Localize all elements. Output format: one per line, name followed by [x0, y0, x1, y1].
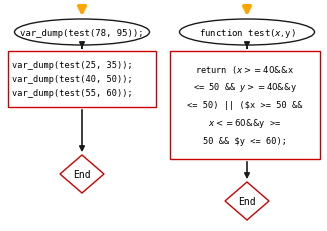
- Text: function test($x, $y): function test($x, $y): [198, 26, 295, 39]
- Ellipse shape: [14, 20, 149, 46]
- Text: var_dump(test(25, 35));: var_dump(test(25, 35));: [12, 61, 133, 70]
- Text: End: End: [238, 196, 256, 206]
- Text: 50 && $y <= 60);: 50 && $y <= 60);: [203, 137, 287, 146]
- Polygon shape: [225, 182, 269, 220]
- Text: var_dump(test(40, 50));: var_dump(test(40, 50));: [12, 75, 133, 84]
- Text: <= 50 && $y >= 40 && $y: <= 50 && $y >= 40 && $y: [193, 81, 297, 94]
- Bar: [8, 52, 156, 108]
- Polygon shape: [60, 155, 104, 193]
- Text: $x <= 60 && $y >=: $x <= 60 && $y >=: [208, 117, 282, 130]
- Bar: [170, 52, 320, 159]
- Ellipse shape: [180, 20, 315, 46]
- Text: End: End: [73, 169, 91, 179]
- Text: var_dump(test(55, 60));: var_dump(test(55, 60));: [12, 89, 133, 98]
- Text: var_dump(test(78, 95));: var_dump(test(78, 95));: [20, 28, 144, 37]
- Text: return ($x >= 40 && $x: return ($x >= 40 && $x: [196, 64, 295, 76]
- Text: <= 50) || ($x >= 50 &&: <= 50) || ($x >= 50 &&: [187, 101, 303, 110]
